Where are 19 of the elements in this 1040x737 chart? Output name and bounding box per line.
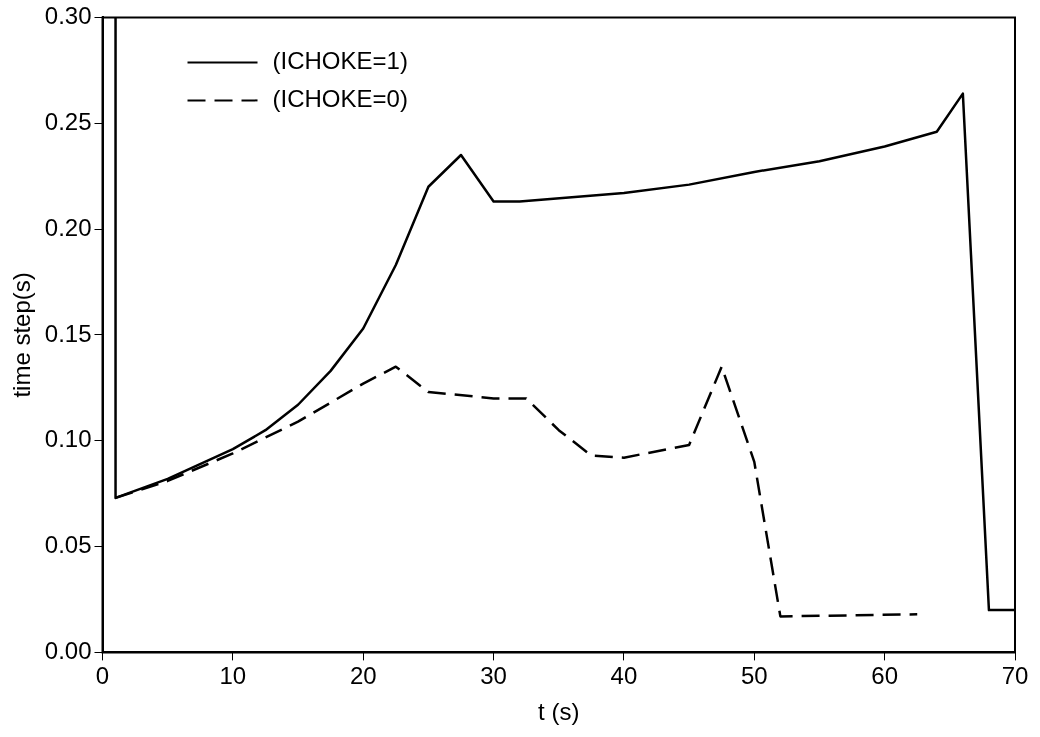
legend-label: (ICHOKE=1) [272,47,408,75]
y-tick-label: 0.00 [44,637,92,665]
x-tick-label: 70 [1001,662,1029,690]
x-tick-label: 40 [610,662,638,690]
x-axis-title: t (s) [538,698,580,726]
y-tick-label: 0.25 [44,107,92,135]
x-tick-label: 10 [219,662,247,690]
y-tick-label: 0.30 [44,2,92,30]
y-axis-title: time step(s) [8,272,36,398]
y-tick-label: 0.15 [44,319,92,347]
x-tick-label: 20 [349,662,377,690]
x-tick-label: 50 [740,662,768,690]
legend-label: (ICHOKE=0) [272,85,408,113]
y-tick-label: 0.05 [44,531,92,559]
x-tick-label: 0 [95,662,110,690]
x-tick-label: 60 [871,662,898,690]
y-tick-label: 0.20 [44,213,92,241]
y-tick-label: 0.10 [44,425,92,453]
x-tick-label: 30 [480,662,507,690]
